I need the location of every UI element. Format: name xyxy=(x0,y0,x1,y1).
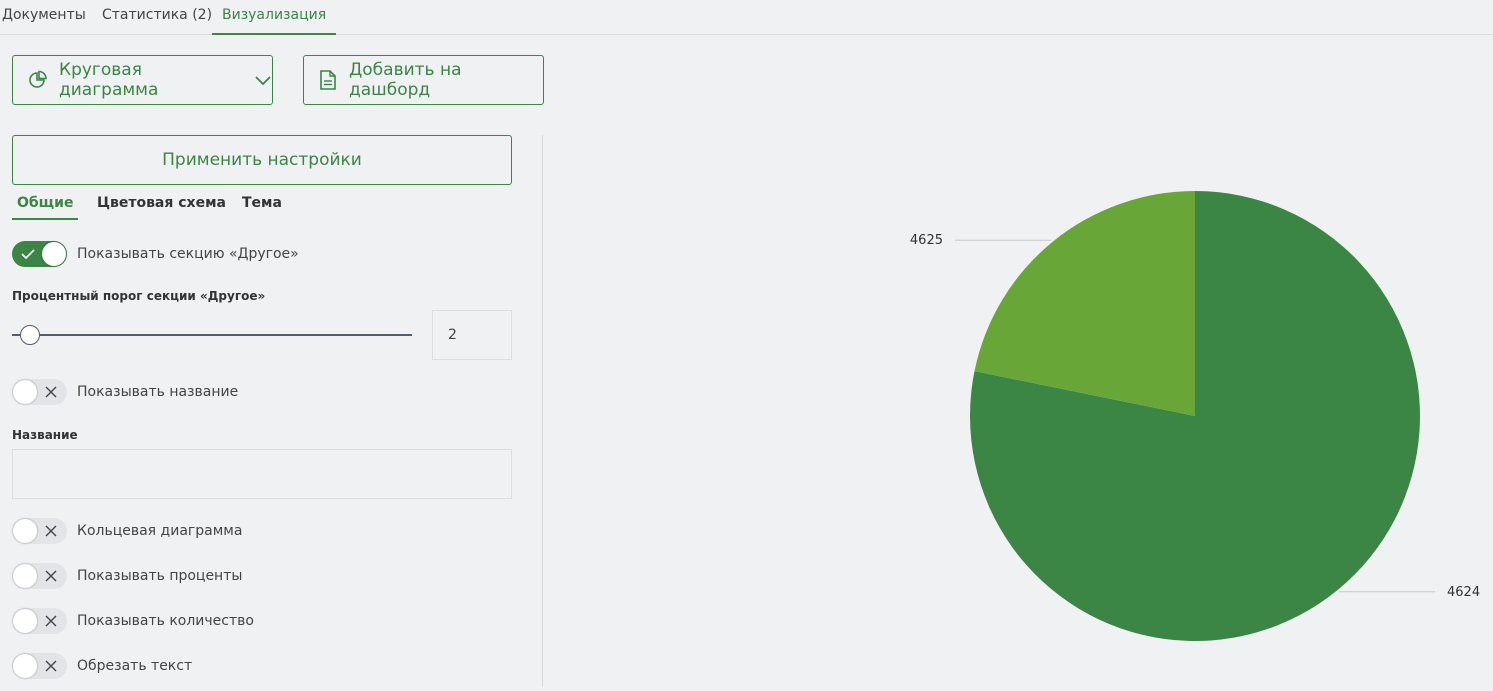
show-title-label: Показывать название xyxy=(77,384,239,400)
show-count-label: Показывать количество xyxy=(77,613,254,629)
show-title-toggle[interactable] xyxy=(12,379,67,405)
threshold-slider-track[interactable] xyxy=(12,334,412,336)
toggle-knob xyxy=(13,654,37,678)
apply-settings-button[interactable]: Применить настройки xyxy=(12,135,512,185)
toggle-knob xyxy=(13,380,37,404)
pie-chart: 4624 4625 xyxy=(910,191,1480,641)
pie-slice-label: 4625 xyxy=(910,233,943,248)
title-input[interactable] xyxy=(12,449,512,499)
show-other-toggle[interactable] xyxy=(12,241,67,267)
tab-statistics[interactable]: Статистика (2) xyxy=(102,7,213,23)
truncate-row: Обрезать текст xyxy=(12,653,192,679)
chart-area: 4624 4625 xyxy=(543,35,1493,687)
pie-chart-icon xyxy=(29,70,47,88)
chevron-down-icon xyxy=(255,76,271,86)
donut-label: Кольцевая диаграмма xyxy=(77,523,243,539)
pie-slice-4625[interactable] xyxy=(974,191,1195,416)
chart-type-label: Круговая диаграмма xyxy=(59,60,159,100)
show-title-row: Показывать название xyxy=(12,379,238,405)
close-icon xyxy=(45,570,57,582)
toggle-knob xyxy=(13,519,37,543)
truncate-label: Обрезать текст xyxy=(77,658,193,674)
close-icon xyxy=(45,525,57,537)
add-to-dashboard-button[interactable]: Добавить на дашборд xyxy=(303,55,544,105)
show-other-row: Показывать секцию «Другое» xyxy=(12,241,299,267)
toggle-knob xyxy=(13,609,37,633)
tab-theme[interactable]: Тема xyxy=(242,195,282,211)
threshold-label: Процентный порог секции «Другое» xyxy=(12,289,266,303)
show-other-label: Показывать секцию «Другое» xyxy=(77,246,299,262)
donut-row: Кольцевая диаграмма xyxy=(12,518,242,544)
show-percent-row: Показывать проценты xyxy=(12,563,242,589)
add-to-dashboard-label: Добавить на дашборд xyxy=(349,60,462,100)
show-count-row: Показывать количество xyxy=(12,608,254,634)
toggle-knob xyxy=(13,564,37,588)
check-icon xyxy=(21,249,35,260)
top-tab-bar: Документы Статистика (2) Визуализация xyxy=(0,0,1493,35)
threshold-slider-thumb[interactable] xyxy=(20,325,40,345)
show-percent-label: Показывать проценты xyxy=(77,568,243,584)
toggle-knob xyxy=(42,242,66,266)
tab-visualization[interactable]: Визуализация xyxy=(212,0,337,35)
tab-documents[interactable]: Документы xyxy=(2,7,86,23)
close-icon xyxy=(45,660,57,672)
apply-settings-label: Применить настройки xyxy=(162,150,362,170)
title-field-label: Название xyxy=(12,428,78,442)
show-percent-toggle[interactable] xyxy=(12,563,67,589)
close-icon xyxy=(45,615,57,627)
panel-divider xyxy=(542,135,543,687)
document-icon xyxy=(320,70,336,90)
pie-slice-label: 4624 xyxy=(1447,585,1480,600)
show-count-toggle[interactable] xyxy=(12,608,67,634)
truncate-toggle[interactable] xyxy=(12,653,67,679)
tab-color-scheme[interactable]: Цветовая схема xyxy=(97,195,226,211)
close-icon xyxy=(45,386,57,398)
chart-type-dropdown[interactable]: Круговая диаграмма xyxy=(12,55,273,105)
threshold-input[interactable]: 2 xyxy=(432,310,512,360)
tab-general[interactable]: Общие xyxy=(12,190,79,220)
donut-toggle[interactable] xyxy=(12,518,67,544)
